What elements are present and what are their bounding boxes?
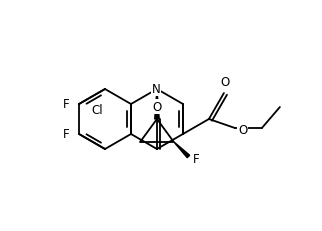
Text: O: O — [238, 124, 247, 137]
Polygon shape — [174, 142, 190, 158]
Text: F: F — [62, 98, 69, 111]
Polygon shape — [155, 90, 159, 119]
Text: O: O — [152, 100, 162, 113]
Text: F: F — [62, 128, 69, 141]
Text: N: N — [152, 83, 160, 96]
Text: Cl: Cl — [91, 103, 103, 116]
Text: F: F — [193, 152, 199, 165]
Text: O: O — [220, 76, 230, 89]
